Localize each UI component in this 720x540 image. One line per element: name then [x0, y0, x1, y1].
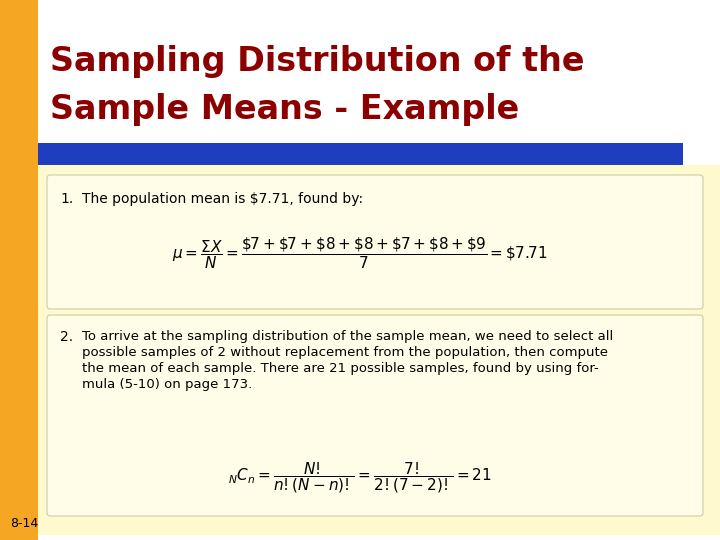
Bar: [38, 143, 683, 165]
Text: $_NC_n = \dfrac{N!}{n!(N-n)!} = \dfrac{7!}{2!(7-2)!} = 21$: $_NC_n = \dfrac{N!}{n!(N-n)!} = \dfrac{7…: [228, 461, 492, 495]
Bar: [0, 0, 38, 540]
Bar: [38, 0, 720, 145]
Text: Sample Means - Example: Sample Means - Example: [50, 93, 519, 126]
Text: possible samples of 2 without replacement from the population, then compute: possible samples of 2 without replacemen…: [82, 346, 608, 359]
Text: Sampling Distribution of the: Sampling Distribution of the: [50, 45, 585, 78]
Text: 1.: 1.: [60, 192, 73, 206]
Text: the mean of each sample. There are 21 possible samples, found by using for-: the mean of each sample. There are 21 po…: [82, 362, 599, 375]
Text: mula (5-10) on page 173.: mula (5-10) on page 173.: [82, 378, 252, 391]
Text: $\mu = \dfrac{\Sigma X}{N} = \dfrac{\$7 + \$7 + \$8 + \$8 + \$7 + \$8 + \$9}{7} : $\mu = \dfrac{\Sigma X}{N} = \dfrac{\$7 …: [172, 235, 548, 271]
FancyBboxPatch shape: [47, 175, 703, 309]
FancyBboxPatch shape: [47, 315, 703, 516]
Text: 8-14: 8-14: [10, 517, 38, 530]
Text: The population mean is $7.71, found by:: The population mean is $7.71, found by:: [82, 192, 363, 206]
Bar: [38, 165, 720, 535]
Text: To arrive at the sampling distribution of the sample mean, we need to select all: To arrive at the sampling distribution o…: [82, 330, 613, 343]
Text: 2.: 2.: [60, 330, 73, 344]
